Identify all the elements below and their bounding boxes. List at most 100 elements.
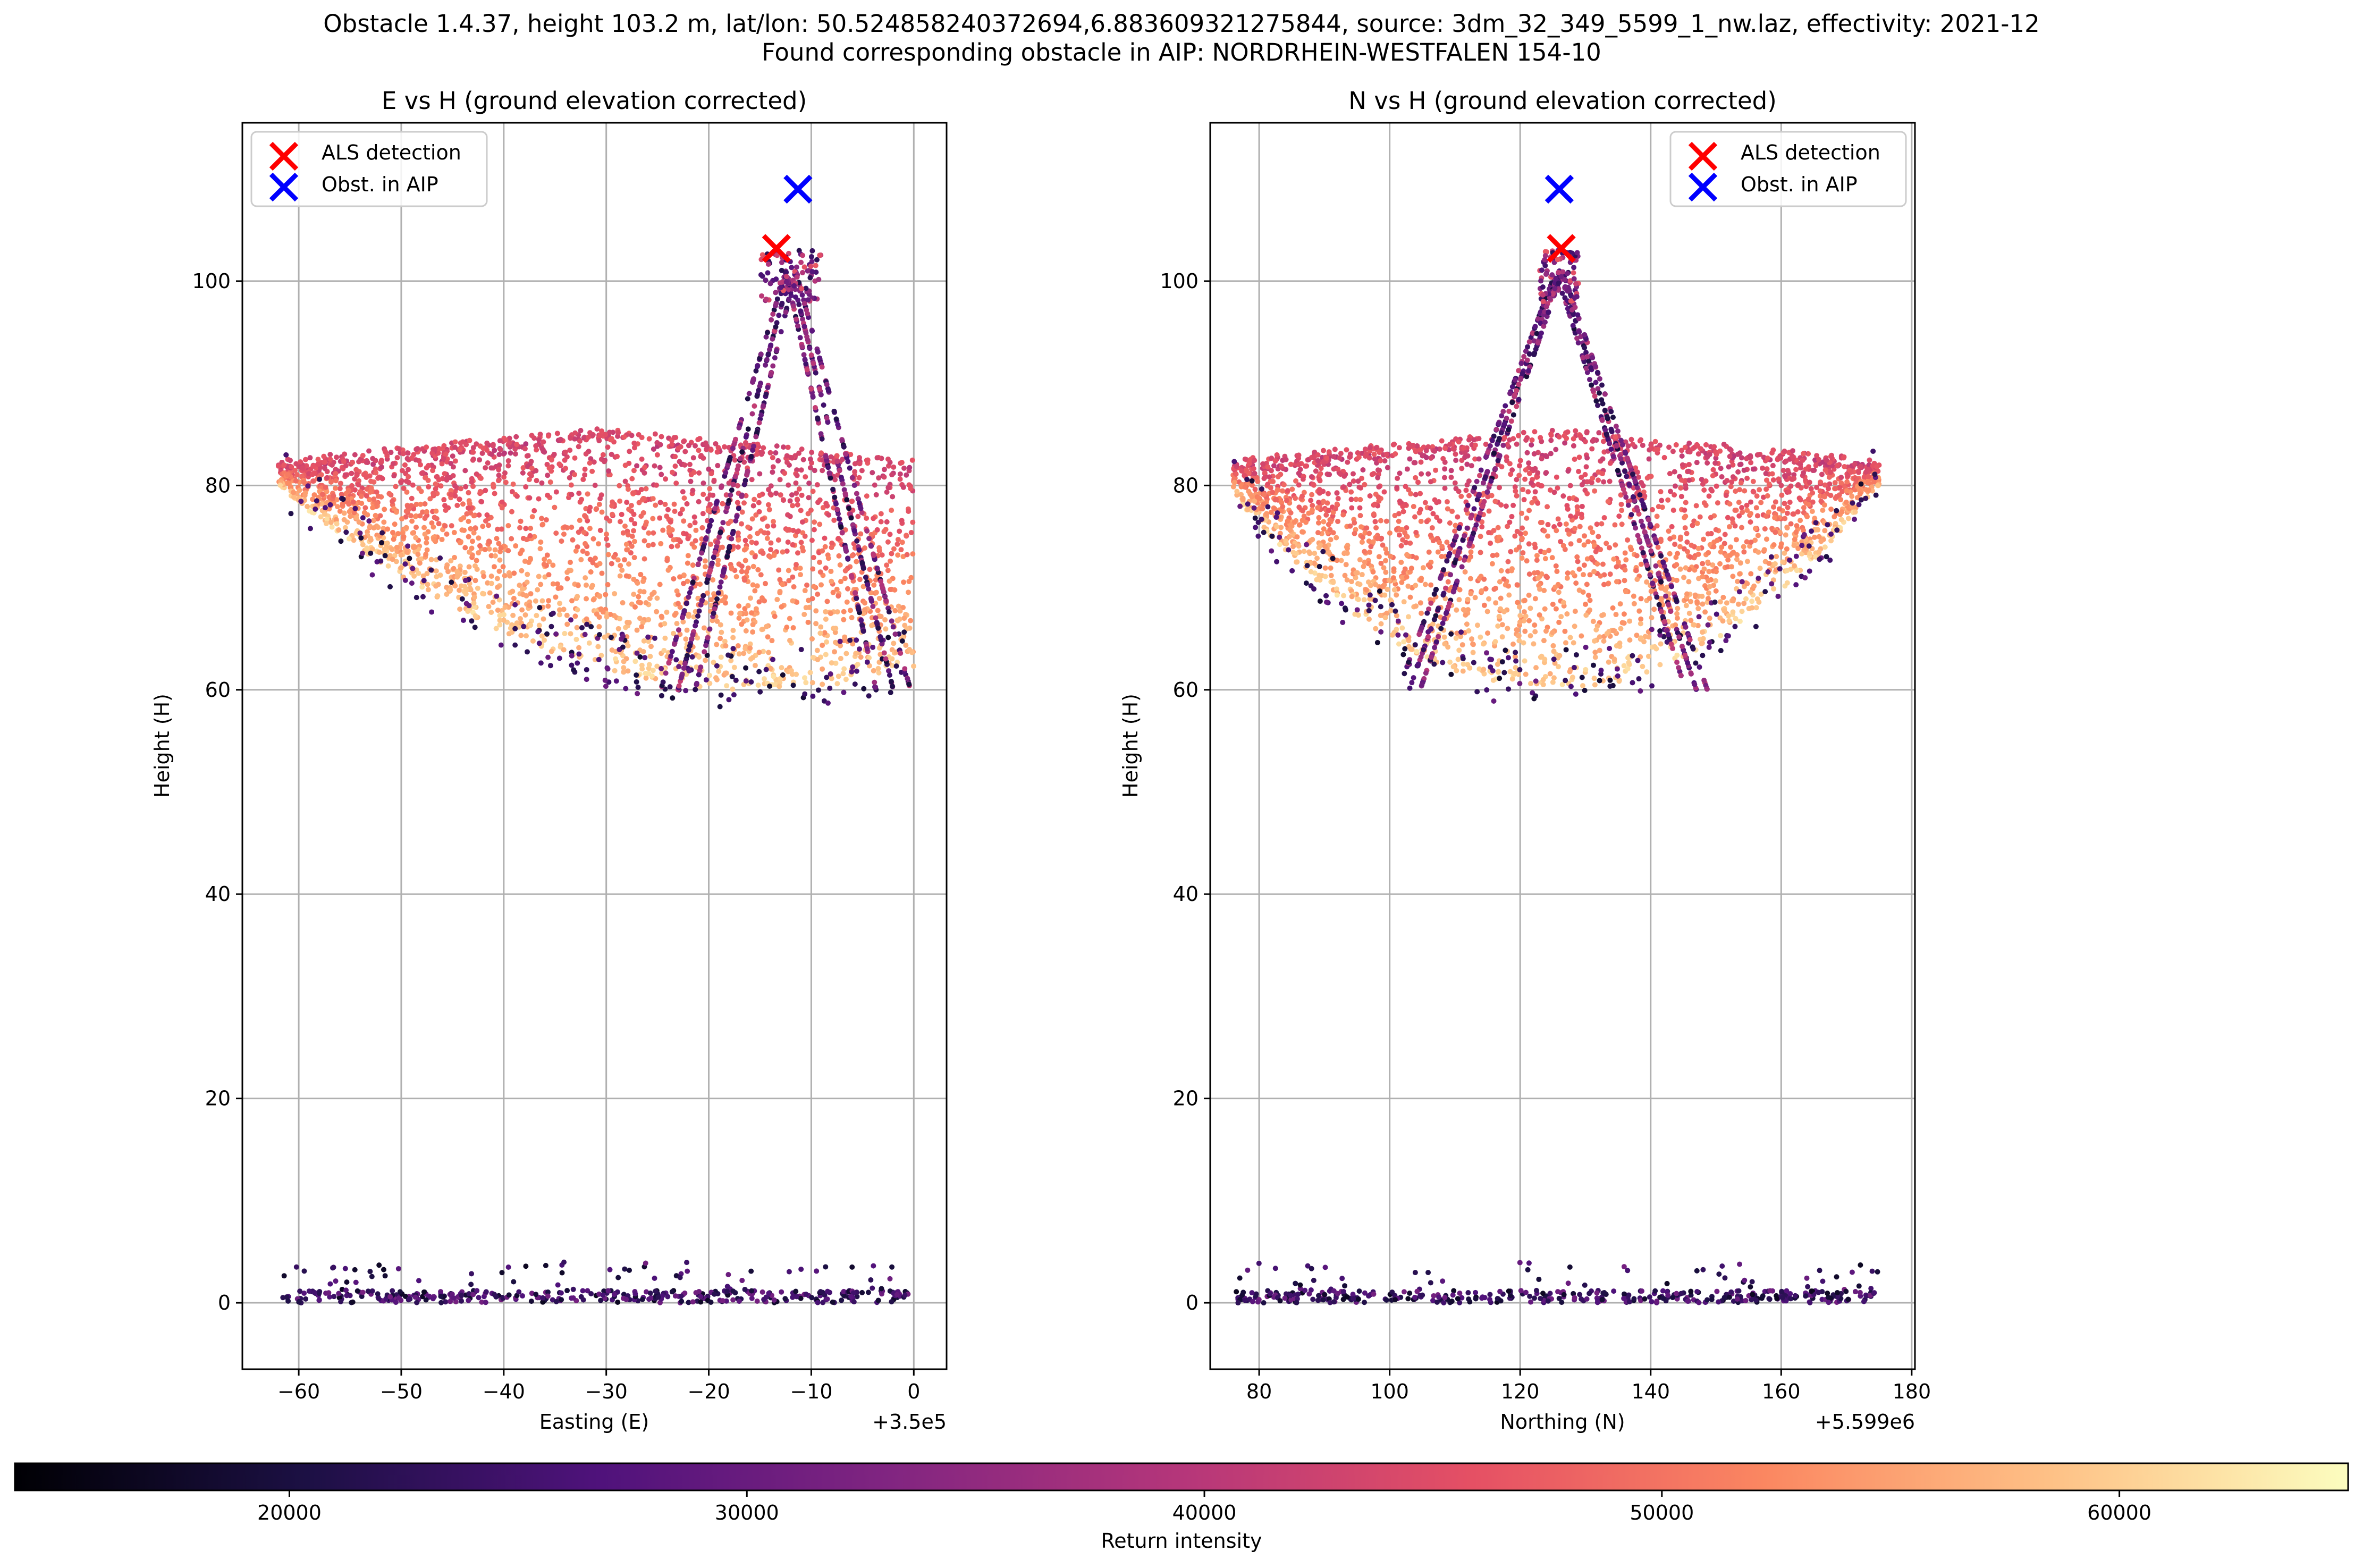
lidar-point (425, 477, 431, 483)
lidar-point (770, 656, 776, 662)
lidar-point (496, 597, 502, 603)
lidar-point (1402, 566, 1408, 572)
lidar-point (672, 1293, 678, 1299)
lidar-point (1556, 619, 1562, 625)
lidar-point (729, 536, 735, 542)
lidar-point (343, 1287, 349, 1293)
lidar-point (1495, 525, 1501, 530)
lidar-point (828, 611, 833, 617)
lidar-point (642, 538, 647, 544)
lidar-point (725, 462, 731, 468)
lidar-point (487, 590, 493, 596)
lidar-point (714, 642, 720, 647)
lidar-point (436, 521, 442, 527)
lidar-point (1349, 505, 1355, 511)
lidar-point (1642, 634, 1648, 639)
lidar-point (516, 1289, 522, 1295)
lidar-point (291, 494, 297, 500)
lidar-point (669, 469, 675, 475)
lidar-point (900, 604, 906, 610)
lidar-point (719, 629, 724, 635)
lidar-point (790, 598, 796, 604)
lidar-point (364, 486, 370, 492)
lidar-point (811, 654, 816, 660)
lidar-point (1838, 475, 1844, 480)
lidar-point (412, 544, 418, 550)
lidar-point (631, 468, 637, 474)
lidar-point (1601, 638, 1607, 644)
lidar-point (527, 533, 533, 538)
lidar-point (619, 511, 624, 517)
lidar-point (831, 517, 837, 523)
lidar-point (497, 446, 503, 452)
lidar-point (393, 509, 399, 515)
lidar-point (854, 559, 859, 564)
lidar-point (739, 569, 745, 575)
lidar-point (603, 432, 609, 437)
lidar-point (518, 518, 524, 524)
lidar-point (496, 541, 502, 546)
lidar-point (1810, 490, 1816, 496)
lidar-point (1524, 558, 1530, 564)
lidar-point (1503, 503, 1509, 509)
lidar-point (344, 496, 350, 502)
lidar-point (749, 1295, 755, 1301)
lidar-point (609, 436, 614, 442)
lidar-point (897, 476, 903, 482)
lidar-point (452, 458, 458, 464)
lidar-point (539, 633, 545, 639)
lidar-point (488, 553, 494, 559)
lidar-point (836, 593, 841, 599)
lidar-point (1507, 519, 1513, 525)
lidar-point (457, 606, 463, 612)
lidar-point (778, 284, 784, 290)
lidar-point (484, 512, 490, 518)
lidar-point (654, 452, 660, 458)
lidar-point (571, 667, 577, 673)
lidar-point (1722, 532, 1728, 537)
lidar-point (351, 537, 357, 543)
lidar-point (817, 569, 823, 575)
left-legend-aip-label: Obst. in AIP (322, 173, 438, 196)
lidar-point (498, 545, 504, 551)
lidar-point (900, 484, 906, 490)
lidar-point (825, 555, 831, 561)
lidar-point (885, 635, 891, 640)
left-legend[interactable]: ALS detection Obst. in AIP (250, 131, 488, 207)
lidar-point (322, 466, 328, 471)
lidar-point (1678, 485, 1684, 491)
lidar-point (664, 558, 670, 563)
lidar-point (501, 612, 507, 618)
lidar-point (291, 490, 297, 495)
lidar-point (666, 525, 672, 530)
lidar-point (859, 510, 865, 516)
lidar-point (1566, 495, 1572, 501)
lidar-point (631, 490, 637, 496)
lidar-point (378, 558, 384, 564)
lidar-point (678, 444, 683, 450)
lidar-point (830, 486, 836, 492)
left-y-axis-label: Height (H) (150, 694, 174, 798)
lidar-point (609, 561, 614, 567)
lidar-point (1529, 500, 1535, 505)
lidar-point (1280, 488, 1286, 494)
lidar-point (494, 593, 500, 599)
lidar-point (858, 531, 864, 537)
lidar-point (697, 581, 703, 587)
lidar-point (1822, 528, 1828, 534)
lidar-point (756, 420, 762, 426)
lidar-point (745, 396, 750, 402)
lidar-point (1737, 487, 1743, 493)
lidar-point (492, 1292, 497, 1297)
lidar-point (350, 499, 356, 505)
lidar-point (471, 513, 477, 519)
lidar-point (841, 689, 847, 695)
lidar-point (334, 521, 340, 527)
lidar-point (690, 562, 696, 568)
lidar-point (685, 553, 691, 559)
lidar-point (433, 508, 439, 514)
lidar-point (688, 586, 694, 592)
lidar-point (575, 544, 580, 550)
lidar-point (845, 555, 851, 561)
lidar-point (370, 518, 376, 524)
